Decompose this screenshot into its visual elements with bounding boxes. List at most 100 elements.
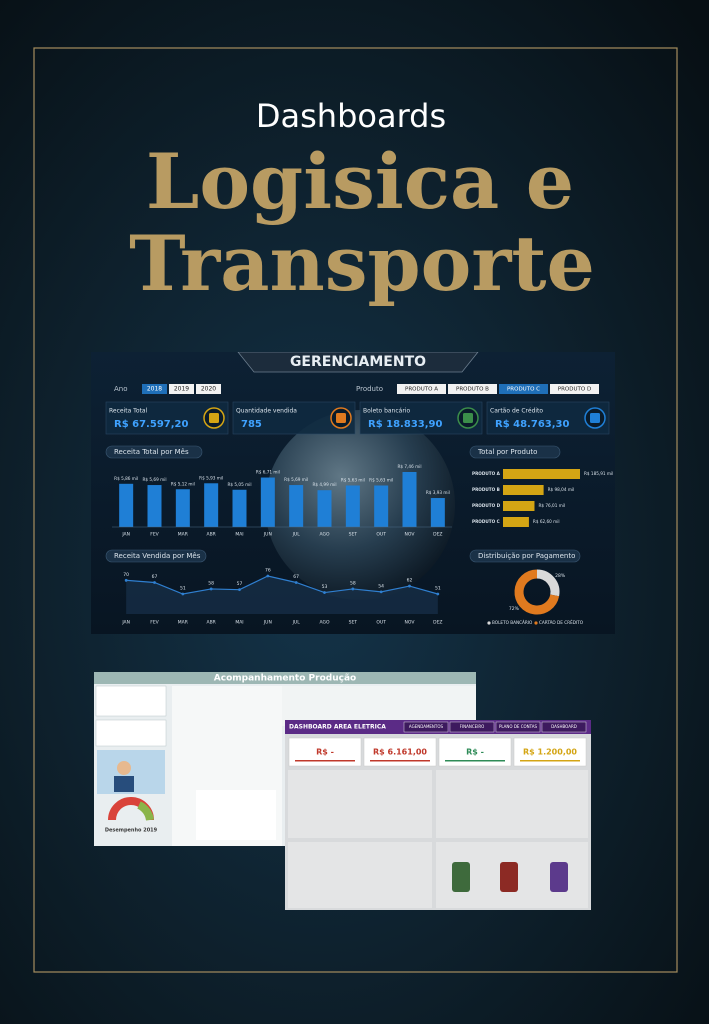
gauge [137, 801, 154, 821]
product-button[interactable] [550, 384, 599, 394]
year-button[interactable] [169, 384, 194, 394]
tab-label: AGENDAMENTOS [409, 724, 444, 729]
bar [119, 483, 134, 527]
filter-label: Produto [356, 385, 383, 393]
point [238, 588, 241, 592]
bar [204, 483, 219, 527]
x-tick-label: JAN [121, 532, 130, 538]
point [266, 574, 270, 578]
section-header [105, 549, 207, 563]
title-line: Transporte [129, 219, 595, 308]
point-value-label: 51 [435, 586, 441, 592]
bar-value-label: R$ 5,63 mil [341, 477, 365, 482]
y-tick-label: PRODUTO D [472, 503, 501, 508]
tab[interactable] [495, 721, 541, 733]
year-button[interactable] [196, 384, 221, 394]
product-button[interactable] [397, 384, 446, 394]
y-tick-label: PRODUTO A [472, 471, 501, 476]
tab[interactable] [449, 721, 495, 733]
subtitle: Dashboards [256, 97, 446, 135]
dashboard-gerenciamento: GERENCIAMENTO Ano Produto 2018 2019 2020 PR… [91, 352, 615, 634]
bar [289, 485, 304, 527]
meter-icon [500, 862, 518, 892]
point [323, 591, 326, 594]
section-title: Total por Produto [477, 448, 537, 456]
donut-slice [536, 569, 560, 597]
slice-label: 72% [509, 606, 520, 612]
point-value-label: 67 [293, 574, 299, 580]
legend-label: CARTÃO DE CRÉDITO [539, 620, 584, 625]
product-label: PRODUTO C [507, 387, 540, 393]
bar-value-label: R$ 185,91 mil [584, 471, 613, 476]
x-tick-label: OUT [376, 620, 386, 626]
x-tick-label: NOV [405, 532, 416, 538]
section-title: Receita Total por Mês [114, 448, 189, 456]
kpi-label: Cartão de Crédito [490, 408, 543, 415]
x-tick-label: MAR [178, 532, 188, 538]
point [379, 590, 383, 594]
bar [147, 485, 162, 527]
point-value-label: 53 [322, 584, 328, 590]
tab[interactable] [541, 721, 587, 733]
point-value-label: 58 [208, 580, 214, 586]
x-tick-label: ABR [207, 620, 216, 626]
gold-frame [33, 47, 678, 973]
section-header [105, 445, 203, 459]
kpi-bar [370, 760, 430, 762]
title-line: Logisica e [146, 137, 574, 226]
table-area [282, 686, 476, 726]
x-tick-label: OUT [376, 532, 386, 538]
x-tick-label: JAN [121, 620, 130, 626]
globe [265, 410, 455, 600]
point-value-label: 58 [350, 580, 356, 586]
x-tick-label: FEV [150, 532, 159, 538]
x-tick-label: NOV [405, 620, 416, 626]
year-button[interactable] [142, 384, 167, 394]
tab-label: DASHBOARD [551, 724, 577, 729]
bar [374, 485, 389, 527]
x-tick-label: SET [349, 620, 358, 626]
avatar-head [117, 761, 131, 775]
kpi-value: R$ 67.597,20 [114, 419, 188, 430]
chart-area [196, 790, 276, 840]
card [436, 770, 588, 838]
section-header [469, 549, 581, 563]
point [408, 584, 411, 588]
point-value-label: 67 [152, 574, 158, 580]
point-value-label: 70 [123, 572, 129, 578]
dashboard-title: Acompanhamento Produção [214, 674, 356, 684]
bar-value-label: R$ 6,71 mil [256, 470, 280, 475]
x-tick-label: FEV [150, 620, 159, 626]
x-tick-label: MAI [235, 620, 243, 626]
kpi-icon-glyph [463, 413, 473, 423]
kpi-value: R$ 18.833,90 [368, 419, 442, 430]
bar-value-label: R$ 62,60 mil [533, 519, 560, 524]
dashboard-eletrica: DASHBOARD AREA ELETRICA AGENDAMENTOS FINA… [285, 720, 591, 910]
filter-box [95, 719, 167, 747]
x-tick-label: AGO [319, 620, 329, 626]
x-tick-label: DEZ [433, 532, 442, 538]
kpi-value: R$ 6.161,00 [373, 748, 427, 757]
x-tick-label: SET [349, 532, 358, 538]
product-button[interactable] [499, 384, 548, 394]
donut-slice [514, 569, 560, 615]
bar [503, 517, 529, 527]
section-title: Distribuição por Pagamento [478, 552, 575, 560]
x-tick-label: JUN [263, 532, 272, 538]
point [181, 592, 185, 596]
tab[interactable] [403, 721, 449, 733]
kpi-value: R$ 1.200,00 [523, 748, 577, 757]
bar-value-label: R$ 98,04 mil [548, 487, 575, 492]
bar [503, 485, 544, 495]
bar-value-label: R$ 4,99 mil [313, 482, 337, 487]
kpi-bar [520, 760, 580, 762]
card [288, 770, 432, 838]
point [351, 587, 355, 591]
product-button[interactable] [448, 384, 497, 394]
x-tick-label: ABR [207, 532, 216, 538]
dashboard-title: DASHBOARD AREA ELETRICA [289, 724, 386, 731]
point-value-label: 76 [265, 568, 271, 574]
x-tick-label: MAR [178, 620, 188, 626]
bar-value-label: R$ 5,69 mil [284, 477, 308, 482]
